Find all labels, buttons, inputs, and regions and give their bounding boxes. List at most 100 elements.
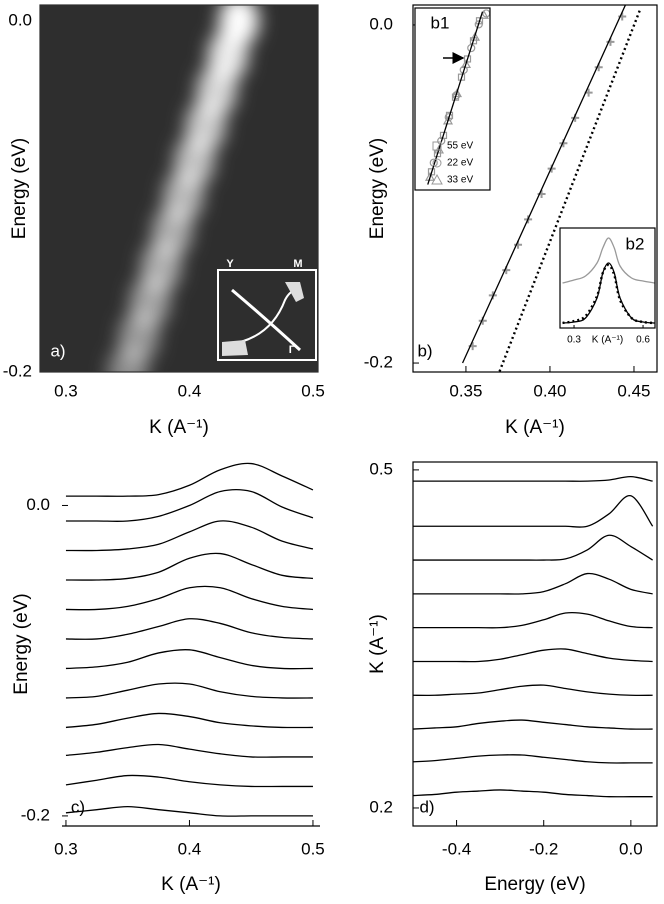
data-line — [65, 648, 313, 670]
panel: 0.3 0.4 0.5 0.0 -0.2 K (A⁻¹) Energy (eV) c) — [11, 462, 325, 895]
data-point — [467, 43, 476, 53]
plot-area — [107, 5, 259, 372]
symmetry-label: Γ — [289, 344, 296, 356]
data-point — [469, 31, 481, 41]
panel: 0.35 0.40 0.45 0.0 -0.2 K (A⁻¹) Energy (eV) b) — [364, 4, 658, 438]
data-point — [424, 172, 436, 181]
x-tick-label: 0.4 — [178, 839, 202, 858]
data-line — [65, 774, 313, 788]
data-line — [413, 789, 653, 798]
data-line — [413, 572, 653, 595]
plot-area — [65, 462, 314, 817]
data-line — [427, 11, 484, 185]
data-line — [65, 520, 314, 552]
y-tick-label: -0.2 — [364, 353, 393, 372]
x-axis-label: K (A⁻¹) — [505, 417, 565, 438]
plot-area — [413, 475, 654, 798]
panel: 0.3 0.6 K (A⁻¹) b2 — [559, 227, 656, 346]
plot-frame — [414, 7, 491, 191]
fermi-pocket — [222, 340, 248, 356]
x-axis-label: Energy (eV) — [484, 874, 585, 895]
intensity-spot — [218, 5, 259, 47]
legend-marker — [432, 158, 442, 168]
x-tick-label: 0.35 — [449, 381, 482, 400]
x-tick-label: -0.4 — [442, 839, 471, 858]
data-line — [562, 262, 655, 324]
data-line — [413, 534, 653, 561]
data-point — [459, 65, 468, 74]
symmetry-label: Y — [226, 258, 234, 270]
plot-frame — [39, 4, 319, 373]
panel: 0.3 0.4 0.5 0.0 -0.2 K (A⁻¹) Energy (eV) a) Y M Γ — [3, 4, 325, 438]
plot-frame — [412, 4, 658, 373]
data-line — [65, 552, 314, 581]
y-tick-label: 0.2 — [369, 797, 393, 816]
data-line — [413, 475, 653, 482]
fermi-pocket — [285, 282, 304, 302]
y-tick-label: 0.0 — [26, 495, 50, 514]
x-tick-label: 0.4 — [178, 381, 202, 400]
data-line — [562, 237, 655, 284]
legend-label: 33 eV — [447, 175, 473, 186]
data-line — [65, 743, 313, 758]
y-tick-label: -0.2 — [21, 805, 50, 824]
panel: -0.4 -0.2 0.0 0.5 0.2 Energy (eV) K (A⁻¹) d) — [367, 459, 658, 895]
legend-label: 55 eV — [447, 141, 473, 152]
data-point — [451, 88, 463, 98]
plot-area — [424, 9, 490, 185]
data-line — [413, 495, 654, 528]
panel-label: c) — [71, 797, 85, 816]
y-axis-label: Energy (eV) — [11, 593, 32, 694]
x-axis-label: K (A⁻¹) — [592, 335, 623, 346]
plot-area — [562, 237, 655, 325]
panel-label: b2 — [626, 234, 645, 253]
data-line — [413, 754, 653, 764]
x-tick-label: 0.0 — [619, 839, 643, 858]
panel-label: b) — [417, 341, 432, 360]
plot-frame — [412, 461, 658, 827]
data-line — [65, 462, 314, 497]
inset-frame — [217, 269, 317, 361]
x-tick-label: 0.3 — [567, 335, 581, 346]
y-axis-label: Energy (eV) — [367, 138, 388, 239]
x-tick-label: 0.6 — [636, 335, 650, 346]
data-point — [444, 113, 453, 122]
data-point — [457, 73, 466, 81]
x-axis-label: K (A⁻¹) — [161, 874, 221, 895]
x-tick-label: 0.3 — [54, 839, 78, 858]
x-tick-label: 0.5 — [301, 381, 325, 400]
x-tick-label: 0.45 — [617, 381, 650, 400]
data-point — [469, 37, 478, 45]
data-line — [413, 611, 653, 629]
y-tick-label: 0.5 — [369, 459, 393, 478]
data-line — [65, 682, 313, 699]
x-tick-label: 0.40 — [533, 381, 566, 400]
panel-label: b1 — [431, 13, 450, 32]
legend-marker — [431, 173, 443, 185]
intensity-map — [107, 5, 259, 372]
data-line — [562, 263, 655, 325]
y-axis-label: K (A⁻¹) — [367, 614, 388, 674]
legend-label: 22 eV — [447, 158, 473, 169]
x-tick-label: -0.2 — [529, 839, 558, 858]
data-line — [65, 618, 313, 640]
x-tick-label: 0.5 — [301, 839, 325, 858]
data-point — [433, 150, 442, 158]
plot-background — [560, 228, 655, 328]
y-tick-label: -0.2 — [3, 361, 32, 380]
x-axis-label: K (A⁻¹) — [149, 417, 209, 438]
data-point — [475, 17, 484, 25]
data-line — [413, 648, 653, 663]
data-point — [451, 93, 460, 101]
band-line — [231, 288, 302, 352]
legend-marker — [432, 141, 442, 151]
data-point — [474, 20, 483, 29]
panel-label: a) — [50, 341, 65, 360]
data-line — [413, 684, 653, 697]
plot-frame — [559, 227, 656, 329]
data-line — [65, 712, 313, 729]
data-line — [65, 488, 314, 522]
data-line — [413, 719, 653, 730]
